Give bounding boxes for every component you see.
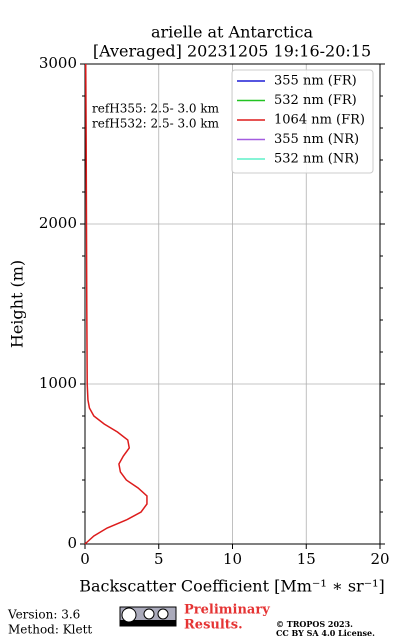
legend-label: 1064 nm (FR) <box>274 113 365 128</box>
license: CC BY SA 4.0 License. <box>276 628 375 638</box>
x-axis-label: Backscatter Coefficient [Mm⁻¹ ∗ sr⁻¹] <box>79 577 385 596</box>
annotation: refH355: 2.5- 3.0 km <box>92 102 220 116</box>
chart-subtitle: [Averaged] 20231205 19:16-20:15 <box>93 42 371 61</box>
profile-line <box>84 63 148 545</box>
y-tick-label: 1000 <box>39 374 77 392</box>
x-tick-label: 20 <box>370 550 389 568</box>
legend-label: 355 nm (NR) <box>274 132 359 147</box>
x-tick-label: 0 <box>80 550 90 568</box>
preliminary-note: Results. <box>184 618 243 633</box>
legend-label: 532 nm (FR) <box>274 93 357 108</box>
y-axis-label: Height (m) <box>8 260 27 348</box>
annotation: refH532: 2.5- 3.0 km <box>92 117 220 131</box>
legend-box <box>231 69 374 174</box>
y-tick-label: 0 <box>67 534 77 552</box>
x-tick-label: 5 <box>154 550 164 568</box>
chart-title: arielle at Antarctica <box>151 23 314 42</box>
copyright: © TROPOS 2023. <box>276 619 353 629</box>
legend-label: 532 nm (NR) <box>274 152 359 167</box>
y-tick-label: 3000 <box>39 54 77 72</box>
x-tick-label: 15 <box>297 550 316 568</box>
legend-label: 355 nm (FR) <box>274 74 357 89</box>
preliminary-note: Preliminary <box>184 603 270 618</box>
x-tick-label: 10 <box>223 550 242 568</box>
legend: 355 nm (FR) 532 nm (FR) 1064 nm (FR) 355 nm… <box>231 69 374 174</box>
cc-logo <box>119 606 177 627</box>
method: Method: Klett <box>8 623 92 637</box>
version: Version: 3.6 <box>7 608 80 622</box>
y-tick-label: 2000 <box>39 214 77 232</box>
plot-frame <box>84 63 381 545</box>
